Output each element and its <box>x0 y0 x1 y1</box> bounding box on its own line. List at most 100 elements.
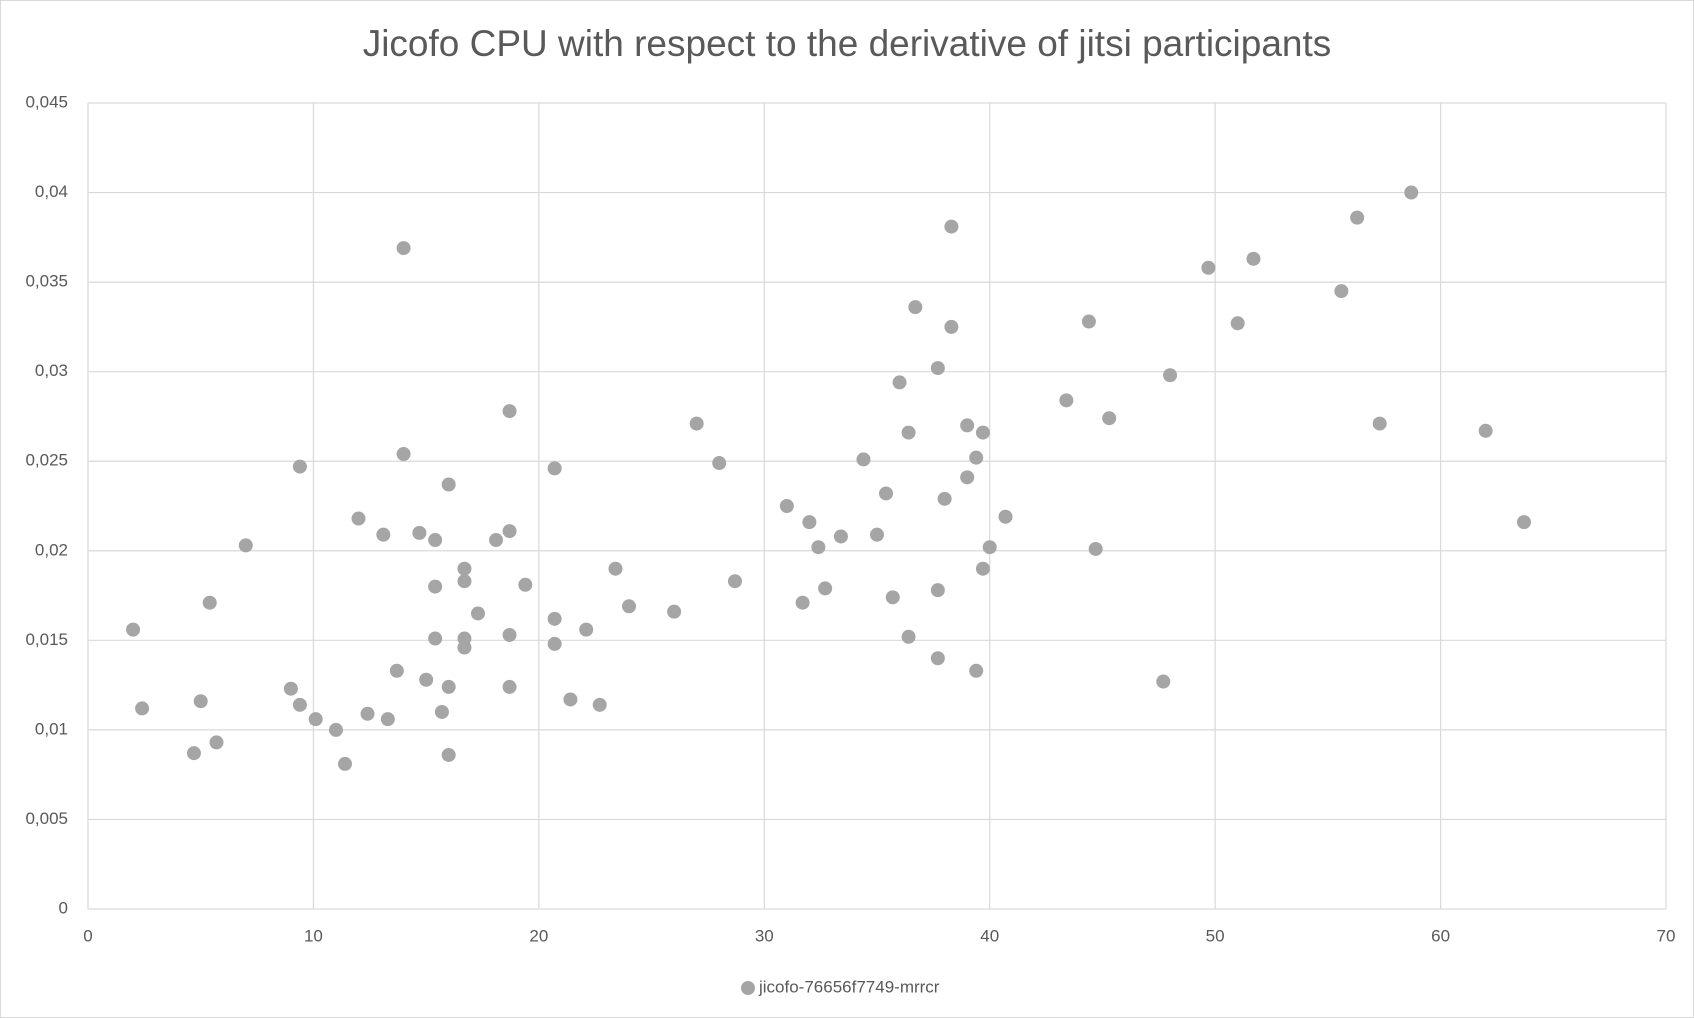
x-tick-label: 60 <box>1431 926 1450 945</box>
data-point <box>795 595 810 610</box>
data-point <box>502 524 517 539</box>
data-point <box>428 533 443 548</box>
data-point <box>960 470 975 485</box>
data-point <box>1478 423 1493 438</box>
data-point <box>802 515 817 530</box>
data-point <box>337 756 352 771</box>
data-point <box>975 561 990 576</box>
data-point <box>892 375 907 390</box>
data-point <box>470 606 485 621</box>
data-point <box>186 746 201 761</box>
data-point <box>428 631 443 646</box>
data-point <box>412 525 427 540</box>
y-tick-label: 0,025 <box>25 451 68 470</box>
data-point <box>360 706 375 721</box>
data-point <box>833 529 848 544</box>
data-point <box>396 447 411 462</box>
y-tick-label: 0,005 <box>25 809 68 828</box>
data-point <box>518 577 533 592</box>
data-point <box>592 697 607 712</box>
data-point <box>779 499 794 513</box>
data-point <box>547 611 562 626</box>
data-point <box>328 722 343 737</box>
data-point <box>937 491 952 506</box>
data-point <box>579 622 594 637</box>
x-tick-label: 10 <box>304 926 323 945</box>
data-point <box>1516 515 1531 530</box>
data-point <box>441 747 456 762</box>
data-point <box>209 735 224 750</box>
data-point <box>901 425 916 440</box>
data-point <box>434 704 449 719</box>
data-point <box>457 574 472 589</box>
data-point <box>944 319 959 334</box>
data-point <box>428 579 443 594</box>
legend-marker <box>741 981 755 995</box>
y-tick-label: 0,045 <box>25 92 68 111</box>
x-tick-label: 70 <box>1657 926 1676 945</box>
data-point <box>901 629 916 644</box>
y-tick-label: 0,03 <box>35 361 68 380</box>
x-tick-label: 30 <box>755 926 774 945</box>
data-point <box>727 574 742 589</box>
data-point <box>944 219 959 234</box>
data-point <box>193 694 208 709</box>
data-point <box>441 477 456 492</box>
data-point <box>818 581 833 596</box>
data-point <box>135 701 150 716</box>
data-point <box>376 527 391 542</box>
data-point <box>502 679 517 694</box>
x-tick-label: 40 <box>980 926 999 945</box>
data-point <box>441 679 456 694</box>
data-point <box>502 627 517 642</box>
x-tick-label: 0 <box>83 926 92 945</box>
x-tick-label: 50 <box>1206 926 1225 945</box>
data-point <box>502 404 517 419</box>
data-point <box>457 640 472 655</box>
data-point <box>1163 368 1178 383</box>
data-point <box>811 540 826 555</box>
data-point <box>667 604 682 619</box>
data-point <box>870 527 884 542</box>
data-point <box>689 416 704 431</box>
y-tick-label: 0,01 <box>35 719 68 738</box>
data-point <box>622 599 637 614</box>
data-point <box>885 590 900 605</box>
y-tick-label: 0,015 <box>25 630 68 649</box>
data-point <box>238 538 253 553</box>
data-point <box>1156 674 1171 689</box>
data-point <box>396 241 411 256</box>
data-point <box>930 651 945 666</box>
y-tick-label: 0 <box>59 898 68 917</box>
y-tick-label: 0,02 <box>35 540 68 559</box>
legend-label: jicofo-76656f7749-mrrcr <box>758 977 940 996</box>
data-point <box>969 450 984 465</box>
data-point <box>547 461 562 476</box>
data-point <box>975 425 990 440</box>
data-point <box>930 361 945 376</box>
y-tick-label: 0,04 <box>35 182 68 201</box>
data-point <box>608 561 623 576</box>
data-point <box>1334 284 1349 299</box>
data-point <box>457 561 472 576</box>
data-point <box>998 509 1013 524</box>
data-point <box>283 681 298 696</box>
data-point <box>879 486 894 501</box>
data-point <box>292 459 307 474</box>
data-point <box>489 533 504 548</box>
data-point <box>969 663 984 678</box>
data-point <box>1230 316 1245 331</box>
y-tick-label: 0,035 <box>25 272 68 291</box>
data-point <box>930 583 945 598</box>
data-point <box>1088 541 1103 556</box>
data-point <box>1201 260 1216 275</box>
data-point <box>908 300 923 315</box>
data-point <box>960 418 975 433</box>
chart-title: Jicofo CPU with respect to the derivativ… <box>363 23 1332 64</box>
data-point <box>308 712 323 727</box>
data-point <box>1350 210 1365 225</box>
data-point <box>202 595 217 610</box>
